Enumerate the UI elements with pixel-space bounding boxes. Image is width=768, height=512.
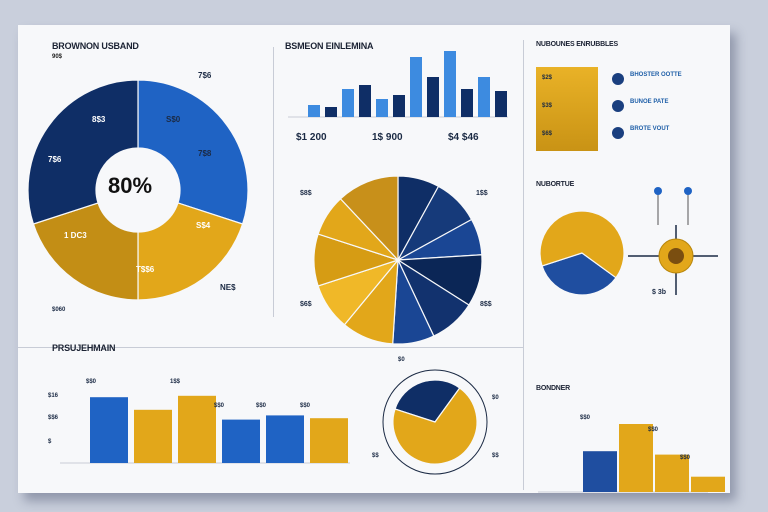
center-pie-label: $8$	[300, 190, 312, 197]
bar	[427, 77, 439, 117]
list-item: BHOSTER OOTTE	[630, 72, 682, 78]
bar	[325, 107, 337, 117]
list-banner	[536, 67, 598, 151]
top-bar-label: 1$ 900	[372, 132, 403, 143]
bar	[342, 89, 354, 117]
donut-footer: $060	[52, 307, 66, 313]
bottom-right-bar-chart	[538, 424, 725, 493]
list-tag: $6$	[542, 131, 553, 137]
donut-label: S$0	[166, 115, 181, 124]
list-bullet-icon	[612, 73, 624, 85]
donut-label: 7$6	[48, 155, 62, 164]
bar	[478, 77, 490, 117]
top-bar-label: $4 $46	[448, 132, 479, 143]
donut-title: BROWNON USBAND	[52, 41, 139, 51]
bar	[583, 451, 617, 492]
list-item: BUNOE PATE	[630, 99, 669, 105]
y-tick: $16	[48, 393, 59, 399]
donut-chart	[27, 79, 249, 301]
pie-ring	[382, 369, 488, 475]
center-pie-chart	[313, 175, 483, 345]
bottom-right-label: $$0	[648, 427, 659, 433]
pie-slice	[394, 379, 461, 423]
bar	[178, 395, 216, 463]
bar	[444, 51, 456, 117]
list-tag: $2$	[542, 75, 553, 81]
bottom-pie-label: $0	[398, 357, 405, 363]
bottom-right-title: BONDNER	[536, 385, 570, 392]
right-mid-title: NUBORTUE	[536, 181, 575, 188]
pie-slice	[539, 210, 625, 279]
bar	[655, 454, 689, 492]
bottom-right-label: $$0	[580, 415, 591, 421]
bottom-bar-label: $$0	[214, 403, 225, 409]
donut-label: 8$3	[92, 115, 106, 124]
network-diagram-icon	[628, 187, 718, 295]
bottom-pie-chart	[382, 369, 488, 475]
infographic-sheet: BROWNON USBAND 90$ 80% 8$3 S$0 7$8 S$4 7…	[18, 25, 730, 493]
bar	[410, 57, 422, 117]
bottom-pie-label: $0	[492, 395, 499, 401]
bottom-pie-label: $$	[372, 453, 379, 459]
pie-slice	[392, 387, 478, 465]
bar	[90, 397, 128, 463]
donut-label: 1 DC3	[64, 231, 87, 240]
donut-subtitle: 90$	[52, 54, 63, 60]
bar	[134, 409, 172, 463]
donut-corner-label: 7$6	[198, 71, 212, 80]
pie-slice	[339, 175, 399, 262]
bar	[222, 419, 260, 463]
pie-slice	[137, 202, 244, 301]
bar	[495, 91, 507, 117]
donut-label: NE$	[220, 283, 236, 292]
center-pie-label: 1$$	[476, 190, 488, 197]
pie-slice	[32, 202, 139, 301]
donut-label: 7$8	[198, 149, 212, 158]
list-tag: $3$	[542, 103, 553, 109]
top-bar-chart	[288, 51, 508, 118]
divider	[523, 40, 524, 490]
list-title: NUBOUNES ENRUBBLES	[536, 41, 618, 48]
donut-label: S$4	[196, 221, 211, 230]
bottom-bar-label: $$0	[256, 403, 267, 409]
bottom-bar-label: $$0	[300, 403, 311, 409]
bar	[461, 89, 473, 117]
donut-label: T$$6	[136, 265, 155, 274]
right-mid-label: $ 3b	[652, 289, 667, 296]
bottom-pie-label: $$	[492, 453, 499, 459]
list-bullet-icon	[612, 100, 624, 112]
bottom-right-label: $$0	[680, 455, 691, 461]
top-bar-title: BSMEON EINLEMINA	[285, 41, 374, 51]
divider	[18, 347, 523, 348]
right-pie-chart	[539, 210, 625, 296]
bar	[691, 476, 725, 492]
pie-slice	[137, 79, 249, 225]
y-tick: $	[48, 439, 52, 445]
bar	[308, 105, 320, 117]
bar	[619, 424, 653, 492]
pie-slice	[541, 252, 617, 296]
bar	[376, 99, 388, 117]
bar	[310, 418, 348, 463]
pie-slice	[27, 79, 139, 225]
center-pie-label: 8$$	[480, 301, 492, 308]
list-item: BROTE VOUT	[630, 126, 670, 132]
bottom-bar-label: 1$$	[170, 379, 181, 385]
bottom-bar-title: PRSUJEHMAIN	[52, 343, 116, 353]
donut-center-value: 80%	[108, 173, 153, 198]
bottom-bar-chart	[60, 395, 350, 464]
center-pie-label: $6$	[300, 301, 312, 308]
list-bullet-icon	[612, 127, 624, 139]
divider	[273, 47, 274, 317]
bar	[393, 95, 405, 117]
bar	[359, 85, 371, 117]
top-bar-label: $1 200	[296, 132, 327, 143]
bottom-bar-label: $$0	[86, 379, 97, 385]
y-tick: $$6	[48, 415, 59, 421]
bar	[266, 415, 304, 463]
